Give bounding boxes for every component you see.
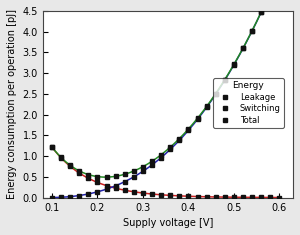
Switching bbox=[168, 148, 172, 151]
Switching bbox=[196, 118, 199, 121]
Leakage bbox=[196, 195, 199, 198]
Total bbox=[59, 156, 63, 159]
Switching bbox=[87, 192, 90, 195]
Total bbox=[123, 173, 127, 176]
Switching bbox=[141, 170, 145, 173]
Leakage bbox=[223, 196, 226, 199]
Switching bbox=[214, 93, 217, 96]
Total bbox=[250, 29, 254, 32]
Leakage bbox=[268, 196, 272, 199]
Leakage bbox=[168, 194, 172, 197]
Switching bbox=[260, 11, 263, 14]
Leakage bbox=[77, 172, 81, 174]
Leakage bbox=[96, 181, 99, 184]
Switching bbox=[187, 129, 190, 132]
Switching bbox=[150, 164, 154, 166]
Switching bbox=[132, 176, 136, 178]
Switching bbox=[223, 79, 226, 82]
Total bbox=[260, 11, 263, 13]
Switching bbox=[50, 196, 54, 199]
Leakage bbox=[50, 146, 54, 149]
Total bbox=[232, 63, 236, 66]
Leakage bbox=[214, 196, 217, 198]
Total bbox=[168, 146, 172, 149]
Leakage bbox=[159, 193, 163, 196]
Total bbox=[68, 164, 72, 167]
Switching bbox=[96, 190, 99, 193]
Leakage bbox=[59, 157, 63, 159]
Switching bbox=[59, 196, 63, 199]
Switching bbox=[77, 194, 81, 197]
Leakage bbox=[150, 193, 154, 196]
Total bbox=[105, 176, 108, 179]
X-axis label: Supply voltage [V]: Supply voltage [V] bbox=[123, 218, 213, 228]
Leakage bbox=[68, 165, 72, 168]
Switching bbox=[159, 156, 163, 159]
Switching bbox=[114, 184, 117, 187]
Total bbox=[187, 128, 190, 130]
Leakage bbox=[123, 189, 127, 192]
Total bbox=[132, 170, 136, 172]
Total bbox=[223, 78, 226, 81]
Total bbox=[114, 175, 117, 178]
Total bbox=[141, 165, 145, 168]
Leakage bbox=[105, 184, 108, 187]
Switching bbox=[178, 139, 181, 142]
Leakage bbox=[114, 187, 117, 190]
Y-axis label: Energy consumption per operation [pJ]: Energy consumption per operation [pJ] bbox=[7, 9, 17, 199]
Leakage bbox=[278, 196, 281, 199]
Line: Total: Total bbox=[50, 0, 281, 179]
Total bbox=[96, 175, 99, 178]
Switching bbox=[105, 188, 108, 191]
Switching bbox=[123, 180, 127, 183]
Leakage bbox=[132, 190, 136, 193]
Total bbox=[196, 117, 199, 120]
Line: Switching: Switching bbox=[50, 0, 281, 200]
Total bbox=[150, 160, 154, 163]
Total bbox=[159, 153, 163, 156]
Leakage bbox=[205, 195, 208, 198]
Total bbox=[241, 47, 245, 50]
Legend: Leakage, Switching, Total: Leakage, Switching, Total bbox=[213, 78, 284, 128]
Total bbox=[205, 105, 208, 108]
Switching bbox=[232, 63, 236, 66]
Switching bbox=[68, 195, 72, 198]
Switching bbox=[241, 47, 245, 50]
Leakage bbox=[232, 196, 236, 199]
Leakage bbox=[260, 196, 263, 199]
Total bbox=[50, 145, 54, 148]
Switching bbox=[205, 106, 208, 109]
Leakage bbox=[250, 196, 254, 199]
Total bbox=[87, 173, 90, 176]
Leakage bbox=[178, 195, 181, 197]
Leakage bbox=[187, 195, 190, 198]
Switching bbox=[250, 30, 254, 32]
Total bbox=[77, 169, 81, 172]
Total bbox=[178, 137, 181, 140]
Leakage bbox=[241, 196, 245, 199]
Leakage bbox=[141, 192, 145, 194]
Leakage bbox=[87, 177, 90, 180]
Total bbox=[214, 92, 217, 95]
Line: Leakage: Leakage bbox=[50, 145, 281, 200]
